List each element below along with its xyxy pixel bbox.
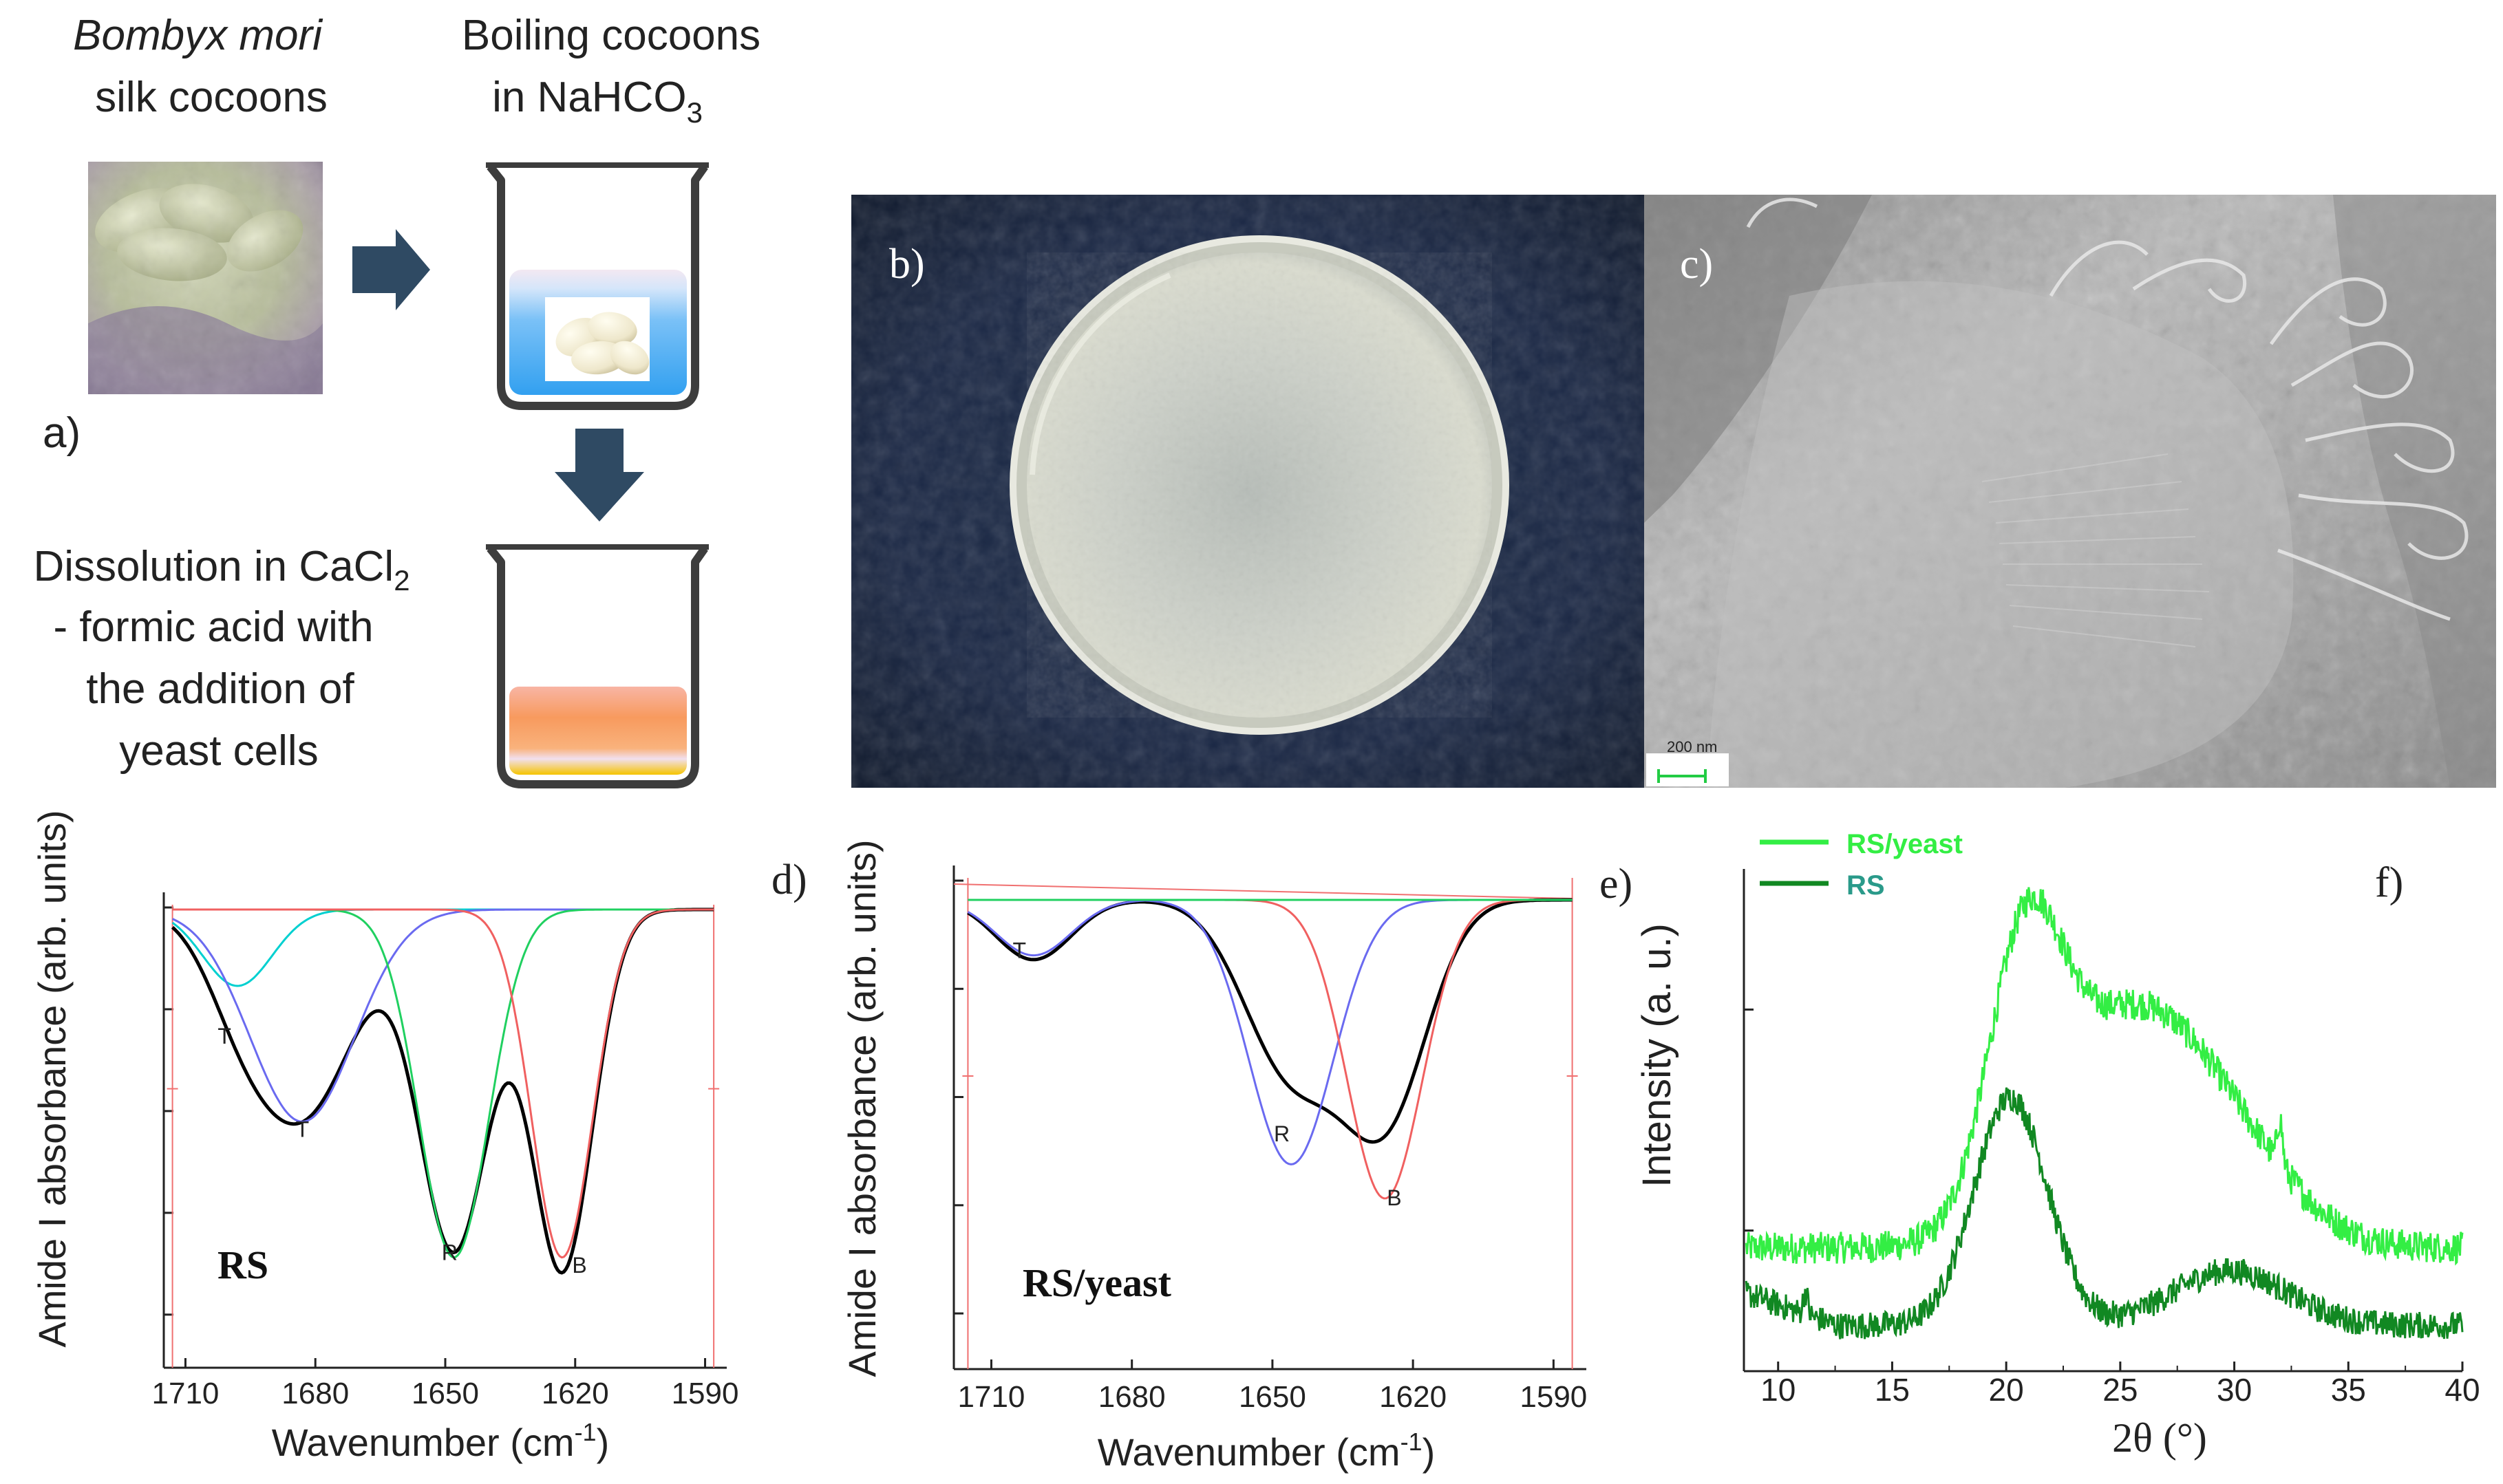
- chart-f-xlabel: 2θ (°): [2112, 1415, 2207, 1461]
- chart-f-x-tick-label: 40: [2445, 1372, 2480, 1408]
- chart-e-x-tick-label: 1620: [1379, 1380, 1447, 1414]
- chart-d-ylabel: Amide I absorbance (arb. units): [30, 810, 74, 1347]
- chart-d-series-total: [171, 907, 714, 1275]
- panel-label-b: b): [889, 241, 925, 288]
- chart-f: f) Intensity (a. u.) 2θ (°) RS/yeast RS …: [1634, 829, 2480, 1461]
- chart-d-x-tick-label: 1590: [672, 1377, 739, 1410]
- chart-d-series-band-4: [172, 908, 714, 1259]
- beaker-boiling: [486, 162, 709, 410]
- chart-e-ylabel: Amide I absorbance (arb. units): [840, 839, 884, 1377]
- arrow-right-icon: [352, 229, 430, 310]
- chart-d: d) RS Amide I absorbance (arb. units) Wa…: [30, 810, 807, 1464]
- chart-d-x-tick-label: 1650: [412, 1377, 479, 1410]
- chart-d-series-band-1: [171, 908, 714, 987]
- chart-d-x-tick-label: 1680: [281, 1377, 349, 1410]
- dissolve-line3: the addition of: [86, 665, 354, 713]
- chart-f-x-tick-label: 25: [2102, 1372, 2138, 1408]
- cocoon-title: silk cocoons: [95, 74, 328, 121]
- chart-e-x-tick-label: 1590: [1520, 1380, 1587, 1414]
- panel-a: Bombyx mori silk cocoons Boiling cocoons…: [33, 12, 760, 788]
- chart-f-x-tick-label: 10: [1760, 1372, 1796, 1408]
- chart-f-x-tick-label: 35: [2331, 1372, 2366, 1408]
- chart-f-series-rs: [1745, 1087, 2464, 1340]
- panel-c-sem-image: [1644, 195, 2496, 788]
- chart-f-series-rsyeast: [1745, 887, 2464, 1266]
- panel-label-f: f): [2375, 859, 2403, 906]
- panel-label-e: e): [1599, 861, 1632, 907]
- panel-label-d: d): [771, 857, 807, 903]
- chart-e-x-tick-label: 1680: [1098, 1380, 1166, 1414]
- chart-e-band-label: T: [1013, 938, 1027, 963]
- chart-d-band-label: B: [572, 1253, 586, 1278]
- dissolve-line1: Dissolution in CaCl2: [33, 543, 409, 596]
- panel-label-c: c): [1680, 241, 1713, 288]
- legend-label-rs: RS: [1846, 870, 1885, 901]
- chart-d-x-tick-label: 1620: [542, 1377, 609, 1410]
- chart-e-x-tick-label: 1710: [958, 1380, 1025, 1414]
- chart-d-annotation: RS: [217, 1243, 268, 1287]
- chart-e: e) RS/yeast Amide I absorbance (arb. uni…: [840, 839, 1632, 1474]
- chart-e-annotation: RS/yeast: [1023, 1260, 1172, 1305]
- panel-b-petri-photo: [851, 195, 1644, 788]
- chart-e-series-total: [967, 898, 1573, 1144]
- chart-f-ylabel: Intensity (a. u.): [1634, 923, 1679, 1187]
- chart-d-x-tick-label: 1710: [152, 1377, 220, 1410]
- dissolve-line2: - formic acid with: [53, 603, 373, 651]
- scale-bar-label: 200 nm: [1667, 738, 1717, 755]
- beaker-dissolution: [486, 544, 709, 788]
- cocoon-title-italic: Bombyx mori: [73, 12, 323, 59]
- dissolve-line4: yeast cells: [119, 727, 318, 775]
- boil-title-line1: Boiling cocoons: [462, 12, 760, 59]
- chart-d-band-label: R: [442, 1240, 458, 1265]
- chart-e-band-label: R: [1274, 1121, 1290, 1146]
- chart-d-xlabel: Wavenumber (cm-1): [272, 1418, 609, 1464]
- cocoon-photo: [88, 162, 323, 394]
- legend-label-rs-yeast: RS/yeast: [1846, 829, 1963, 859]
- chart-d-series-band-2: [171, 908, 714, 1123]
- arrow-down-icon: [555, 429, 644, 521]
- panel-label-a: a): [43, 409, 81, 457]
- chart-f-x-tick-label: 30: [2217, 1372, 2252, 1408]
- chart-f-x-tick-label: 20: [1989, 1372, 2024, 1408]
- chart-f-x-tick-label: 15: [1875, 1372, 1910, 1408]
- chart-e-x-tick-label: 1650: [1239, 1380, 1306, 1414]
- chart-e-band-label: B: [1387, 1185, 1401, 1210]
- chart-d-band-label: T: [217, 1024, 231, 1049]
- chart-e-xlabel: Wavenumber (cm-1): [1098, 1428, 1435, 1474]
- boil-title-line2: in NaHCO3: [492, 74, 703, 129]
- chart-e-series-band-2: [968, 899, 1573, 1165]
- chart-e-baseline-line: [953, 883, 1573, 899]
- chart-d-band-label: T: [296, 1117, 310, 1142]
